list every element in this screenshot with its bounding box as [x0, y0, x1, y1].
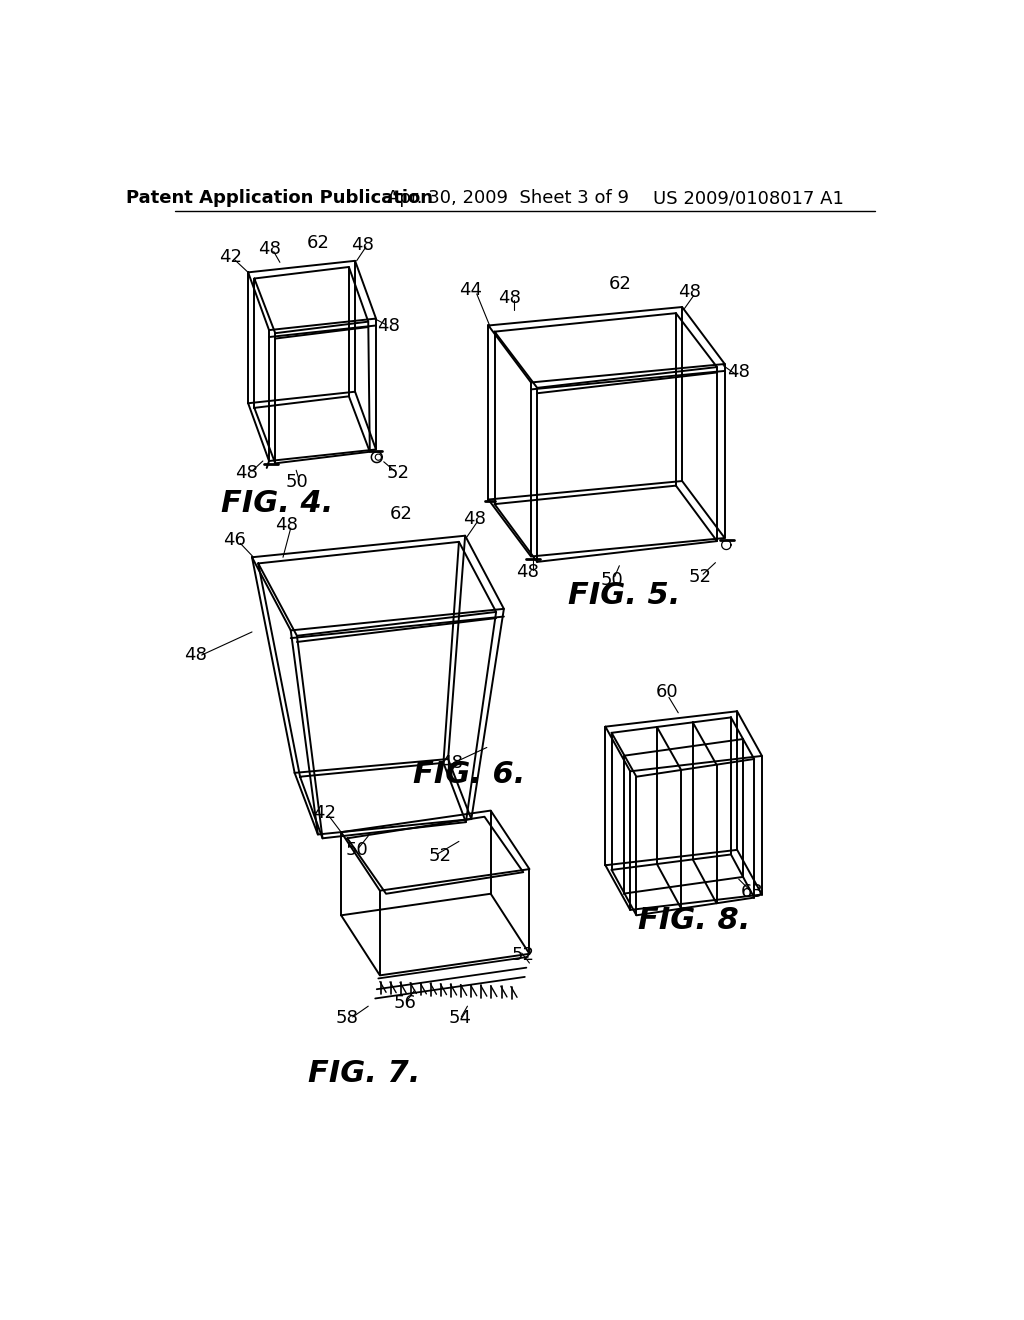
Text: 60: 60 — [656, 682, 679, 701]
Text: 56: 56 — [394, 994, 417, 1012]
Text: 44: 44 — [459, 281, 482, 300]
Text: 50: 50 — [286, 473, 308, 491]
Text: FIG. 6.: FIG. 6. — [413, 760, 525, 789]
Text: FIG. 5.: FIG. 5. — [568, 581, 680, 610]
Text: FIG. 4.: FIG. 4. — [220, 488, 333, 517]
Text: 48: 48 — [679, 282, 701, 301]
Text: 48: 48 — [184, 645, 207, 664]
Text: 42: 42 — [219, 248, 242, 265]
Text: Apr. 30, 2009  Sheet 3 of 9: Apr. 30, 2009 Sheet 3 of 9 — [387, 190, 629, 207]
Text: 48: 48 — [258, 240, 282, 259]
Text: 50: 50 — [345, 841, 368, 859]
Text: 62: 62 — [608, 275, 632, 293]
Text: 48: 48 — [236, 463, 258, 482]
Text: 48: 48 — [727, 363, 751, 380]
Text: 52: 52 — [512, 946, 535, 965]
Text: FIG. 7.: FIG. 7. — [308, 1059, 421, 1088]
Text: 63: 63 — [741, 883, 764, 902]
Text: FIG. 8.: FIG. 8. — [638, 907, 750, 935]
Text: US 2009/0108017 A1: US 2009/0108017 A1 — [652, 190, 844, 207]
Text: 52: 52 — [429, 847, 452, 865]
Text: 50: 50 — [601, 570, 624, 589]
Text: 54: 54 — [449, 1010, 471, 1027]
Text: 48: 48 — [377, 317, 399, 335]
Text: 48: 48 — [439, 754, 463, 772]
Text: 58: 58 — [335, 1010, 358, 1027]
Text: 46: 46 — [223, 532, 246, 549]
Text: 52: 52 — [688, 568, 712, 586]
Text: 48: 48 — [463, 510, 485, 528]
Text: 62: 62 — [390, 506, 413, 523]
Text: Patent Application Publication: Patent Application Publication — [126, 190, 432, 207]
Text: 48: 48 — [516, 562, 539, 581]
Text: 42: 42 — [313, 804, 336, 822]
Text: 48: 48 — [275, 516, 298, 533]
Text: 48: 48 — [351, 236, 374, 253]
Text: 52: 52 — [386, 463, 410, 482]
Text: 62: 62 — [306, 234, 330, 252]
Text: 48: 48 — [498, 289, 521, 306]
